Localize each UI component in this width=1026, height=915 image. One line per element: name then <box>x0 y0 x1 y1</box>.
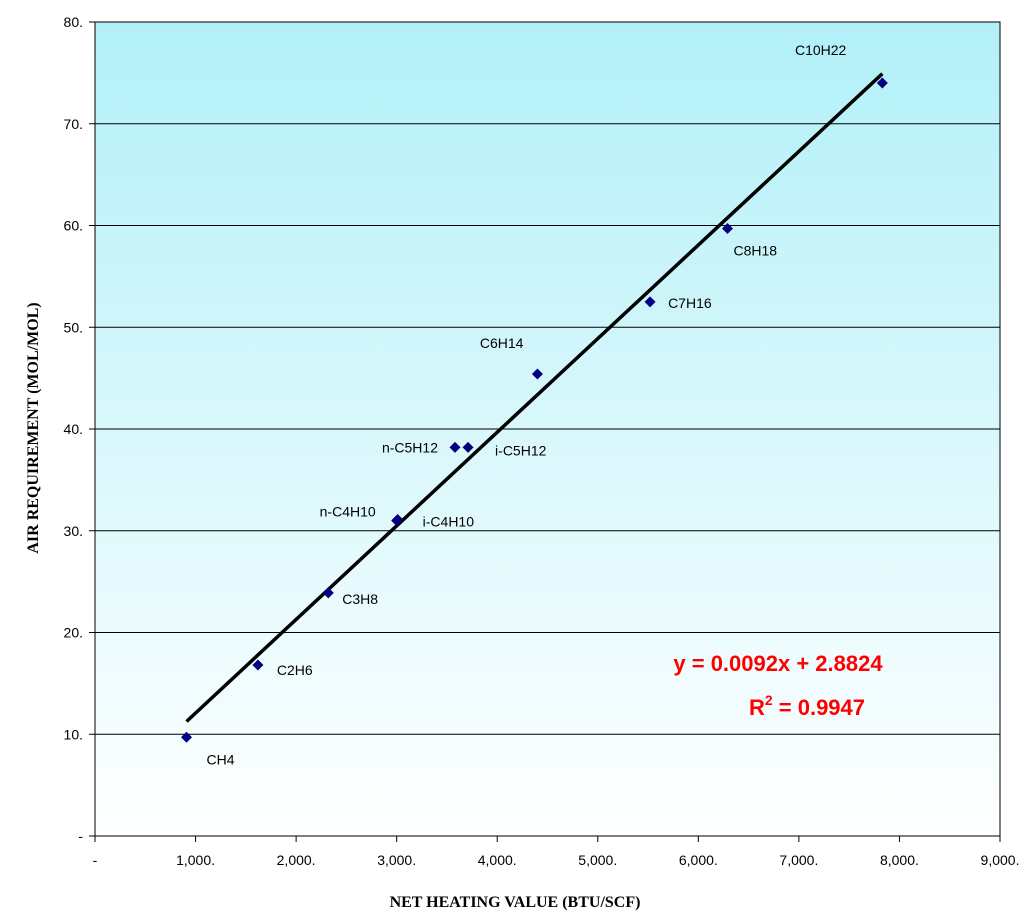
y-tick-label: 10. <box>64 726 83 742</box>
point-label: n-C4H10 <box>320 504 376 520</box>
plot-border <box>94 21 1001 837</box>
y-tick-label: - <box>78 828 83 844</box>
r-squared-label: R2 = 0.9947 <box>749 692 865 720</box>
point-label: CH4 <box>207 751 235 767</box>
point-label: n-C5H12 <box>382 439 438 455</box>
data-points <box>181 77 888 743</box>
point-label: C3H8 <box>342 591 378 607</box>
data-point <box>322 587 334 599</box>
x-tick-label: 7,000. <box>779 852 818 868</box>
y-tick-label: 80. <box>64 14 83 30</box>
point-label: C8H18 <box>733 243 777 259</box>
x-tick-label: 5,000. <box>578 852 617 868</box>
data-point <box>644 296 656 308</box>
r-squared-prefix: R <box>749 695 765 720</box>
point-label: i-C5H12 <box>495 442 547 458</box>
y-tick-label: 20. <box>64 625 83 641</box>
y-tick-labels: - 10. 20. 30. 40. 50. 60. 70. 80. <box>64 14 84 844</box>
y-tick-label: 50. <box>64 319 83 335</box>
x-tick-labels: - 1,000. 2,000. 3,000. 4,000. 5,000. 6,000. 7,0… <box>93 852 1020 868</box>
point-label: C6H14 <box>480 335 524 351</box>
point-labels: CH4 C2H6 C3H8 i-C4H10 n-C4H10 n-C5H12 i-C5H12 C… <box>207 42 847 767</box>
x-tick-label: 8,000. <box>880 852 919 868</box>
x-tick-label: - <box>93 852 98 868</box>
x-tick-label: 1,000. <box>176 852 215 868</box>
y-tick-label: 70. <box>64 116 83 132</box>
trendline-equation: y = 0.0092x + 2.8824 <box>673 651 883 676</box>
x-axis-title: NET HEATING VALUE (BTU/SCF) <box>390 894 641 911</box>
data-point <box>531 368 543 380</box>
data-point <box>876 77 888 89</box>
data-point <box>392 514 404 526</box>
point-label: C7H16 <box>668 295 712 311</box>
y-tick-label: 40. <box>64 421 83 437</box>
point-label: C2H6 <box>277 662 313 678</box>
x-tick-label: 6,000. <box>679 852 718 868</box>
data-point <box>252 659 264 671</box>
x-tick-label: 4,000. <box>478 852 517 868</box>
x-tick-label: 9,000. <box>981 852 1020 868</box>
point-label: i-C4H10 <box>423 514 475 530</box>
data-point <box>181 731 193 743</box>
point-label: C10H22 <box>795 42 847 58</box>
x-tick-label: 2,000. <box>277 852 316 868</box>
trendline <box>185 72 884 723</box>
y-tick-label: 60. <box>64 218 83 234</box>
data-point <box>449 441 461 453</box>
data-point <box>721 223 733 235</box>
axes <box>94 21 1001 837</box>
r-squared-superscript: 2 <box>765 692 773 708</box>
y-tick-label: 30. <box>64 523 83 539</box>
data-point <box>462 441 474 453</box>
gridlines <box>89 21 1001 842</box>
trendline-group <box>185 72 884 723</box>
r-squared-value: = 0.9947 <box>773 695 865 720</box>
x-tick-label: 3,000. <box>377 852 416 868</box>
y-axis-title: AIR REQUIREMENT (MOL/MOL) <box>25 302 42 553</box>
